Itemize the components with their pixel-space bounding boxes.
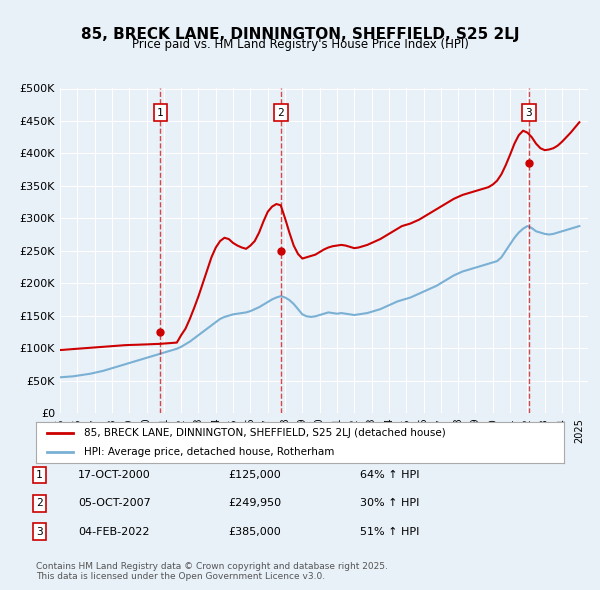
- Text: 05-OCT-2007: 05-OCT-2007: [78, 499, 151, 508]
- Text: 30% ↑ HPI: 30% ↑ HPI: [360, 499, 419, 508]
- Text: 85, BRECK LANE, DINNINGTON, SHEFFIELD, S25 2LJ (detached house): 85, BRECK LANE, DINNINGTON, SHEFFIELD, S…: [83, 428, 445, 438]
- Text: 51% ↑ HPI: 51% ↑ HPI: [360, 527, 419, 536]
- Text: 17-OCT-2000: 17-OCT-2000: [78, 470, 151, 480]
- Text: Price paid vs. HM Land Registry's House Price Index (HPI): Price paid vs. HM Land Registry's House …: [131, 38, 469, 51]
- Text: 1: 1: [157, 108, 164, 118]
- Text: 3: 3: [36, 527, 43, 536]
- Point: [155, 327, 165, 336]
- Text: HPI: Average price, detached house, Rotherham: HPI: Average price, detached house, Roth…: [83, 447, 334, 457]
- Text: £125,000: £125,000: [228, 470, 281, 480]
- Text: 85, BRECK LANE, DINNINGTON, SHEFFIELD, S25 2LJ: 85, BRECK LANE, DINNINGTON, SHEFFIELD, S…: [81, 27, 519, 41]
- Text: 2: 2: [36, 499, 43, 508]
- Text: £385,000: £385,000: [228, 527, 281, 536]
- Text: £249,950: £249,950: [228, 499, 281, 508]
- Text: 04-FEB-2022: 04-FEB-2022: [78, 527, 149, 536]
- Point: [276, 246, 286, 255]
- Text: 64% ↑ HPI: 64% ↑ HPI: [360, 470, 419, 480]
- Text: Contains HM Land Registry data © Crown copyright and database right 2025.
This d: Contains HM Land Registry data © Crown c…: [36, 562, 388, 581]
- Text: 2: 2: [278, 108, 284, 118]
- Point: [524, 158, 534, 168]
- Text: 1: 1: [36, 470, 43, 480]
- Text: 3: 3: [526, 108, 532, 118]
